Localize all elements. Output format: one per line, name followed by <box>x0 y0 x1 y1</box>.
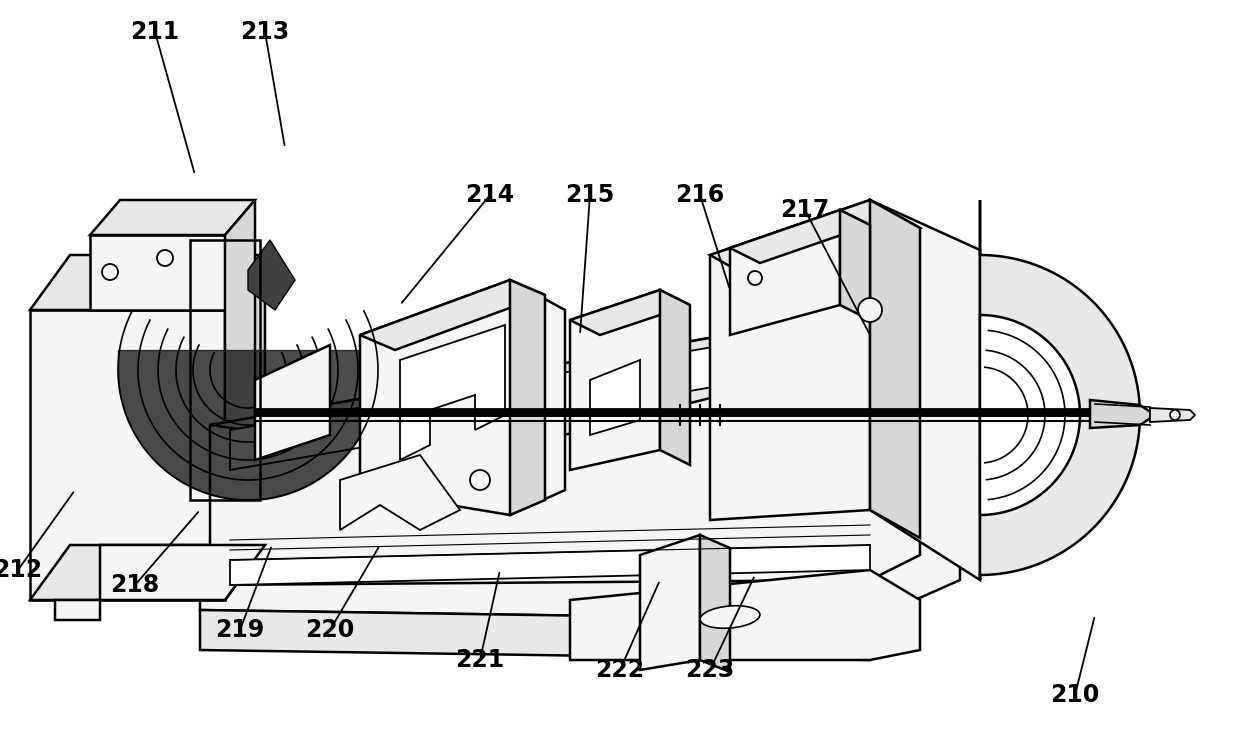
Polygon shape <box>91 200 255 235</box>
Polygon shape <box>360 280 546 350</box>
Polygon shape <box>701 535 730 672</box>
Polygon shape <box>210 310 920 460</box>
Polygon shape <box>510 280 546 515</box>
Circle shape <box>470 470 490 490</box>
Polygon shape <box>200 610 870 660</box>
Circle shape <box>102 264 118 280</box>
Text: 216: 216 <box>676 183 724 207</box>
Polygon shape <box>401 325 505 460</box>
Polygon shape <box>660 290 689 465</box>
Ellipse shape <box>701 606 760 628</box>
Text: 217: 217 <box>780 198 830 222</box>
Polygon shape <box>980 315 1080 515</box>
Polygon shape <box>570 290 660 470</box>
Polygon shape <box>730 210 839 335</box>
Polygon shape <box>55 545 265 620</box>
Polygon shape <box>210 310 920 585</box>
Polygon shape <box>570 290 689 335</box>
Polygon shape <box>200 310 960 620</box>
Text: 218: 218 <box>110 573 160 597</box>
Polygon shape <box>340 455 460 530</box>
Polygon shape <box>360 280 565 515</box>
Text: 211: 211 <box>130 20 180 44</box>
Polygon shape <box>590 360 640 435</box>
Polygon shape <box>640 535 701 670</box>
Text: 210: 210 <box>1050 683 1100 707</box>
Polygon shape <box>224 200 255 470</box>
Polygon shape <box>91 235 224 310</box>
Polygon shape <box>255 345 330 460</box>
Polygon shape <box>229 320 870 470</box>
Text: 212: 212 <box>0 558 42 582</box>
Polygon shape <box>248 240 295 310</box>
Polygon shape <box>229 545 870 585</box>
Text: 214: 214 <box>465 183 515 207</box>
Circle shape <box>748 271 763 285</box>
Polygon shape <box>980 200 1140 580</box>
Text: 220: 220 <box>305 618 355 642</box>
Polygon shape <box>870 200 920 538</box>
Text: 221: 221 <box>455 648 505 672</box>
Polygon shape <box>711 200 920 283</box>
Polygon shape <box>224 255 265 600</box>
Polygon shape <box>1090 400 1154 428</box>
Text: 215: 215 <box>565 183 615 207</box>
Circle shape <box>858 298 882 322</box>
Polygon shape <box>730 210 870 263</box>
Polygon shape <box>570 570 920 660</box>
Text: 219: 219 <box>216 618 264 642</box>
Polygon shape <box>839 210 870 320</box>
Polygon shape <box>711 200 870 520</box>
Polygon shape <box>30 255 265 310</box>
Polygon shape <box>870 200 980 580</box>
Text: 213: 213 <box>241 20 290 44</box>
Circle shape <box>1171 410 1180 420</box>
Text: 223: 223 <box>686 658 734 682</box>
Circle shape <box>157 250 174 266</box>
Polygon shape <box>30 310 224 600</box>
Polygon shape <box>30 545 265 600</box>
Polygon shape <box>1149 408 1195 422</box>
Text: 222: 222 <box>595 658 645 682</box>
